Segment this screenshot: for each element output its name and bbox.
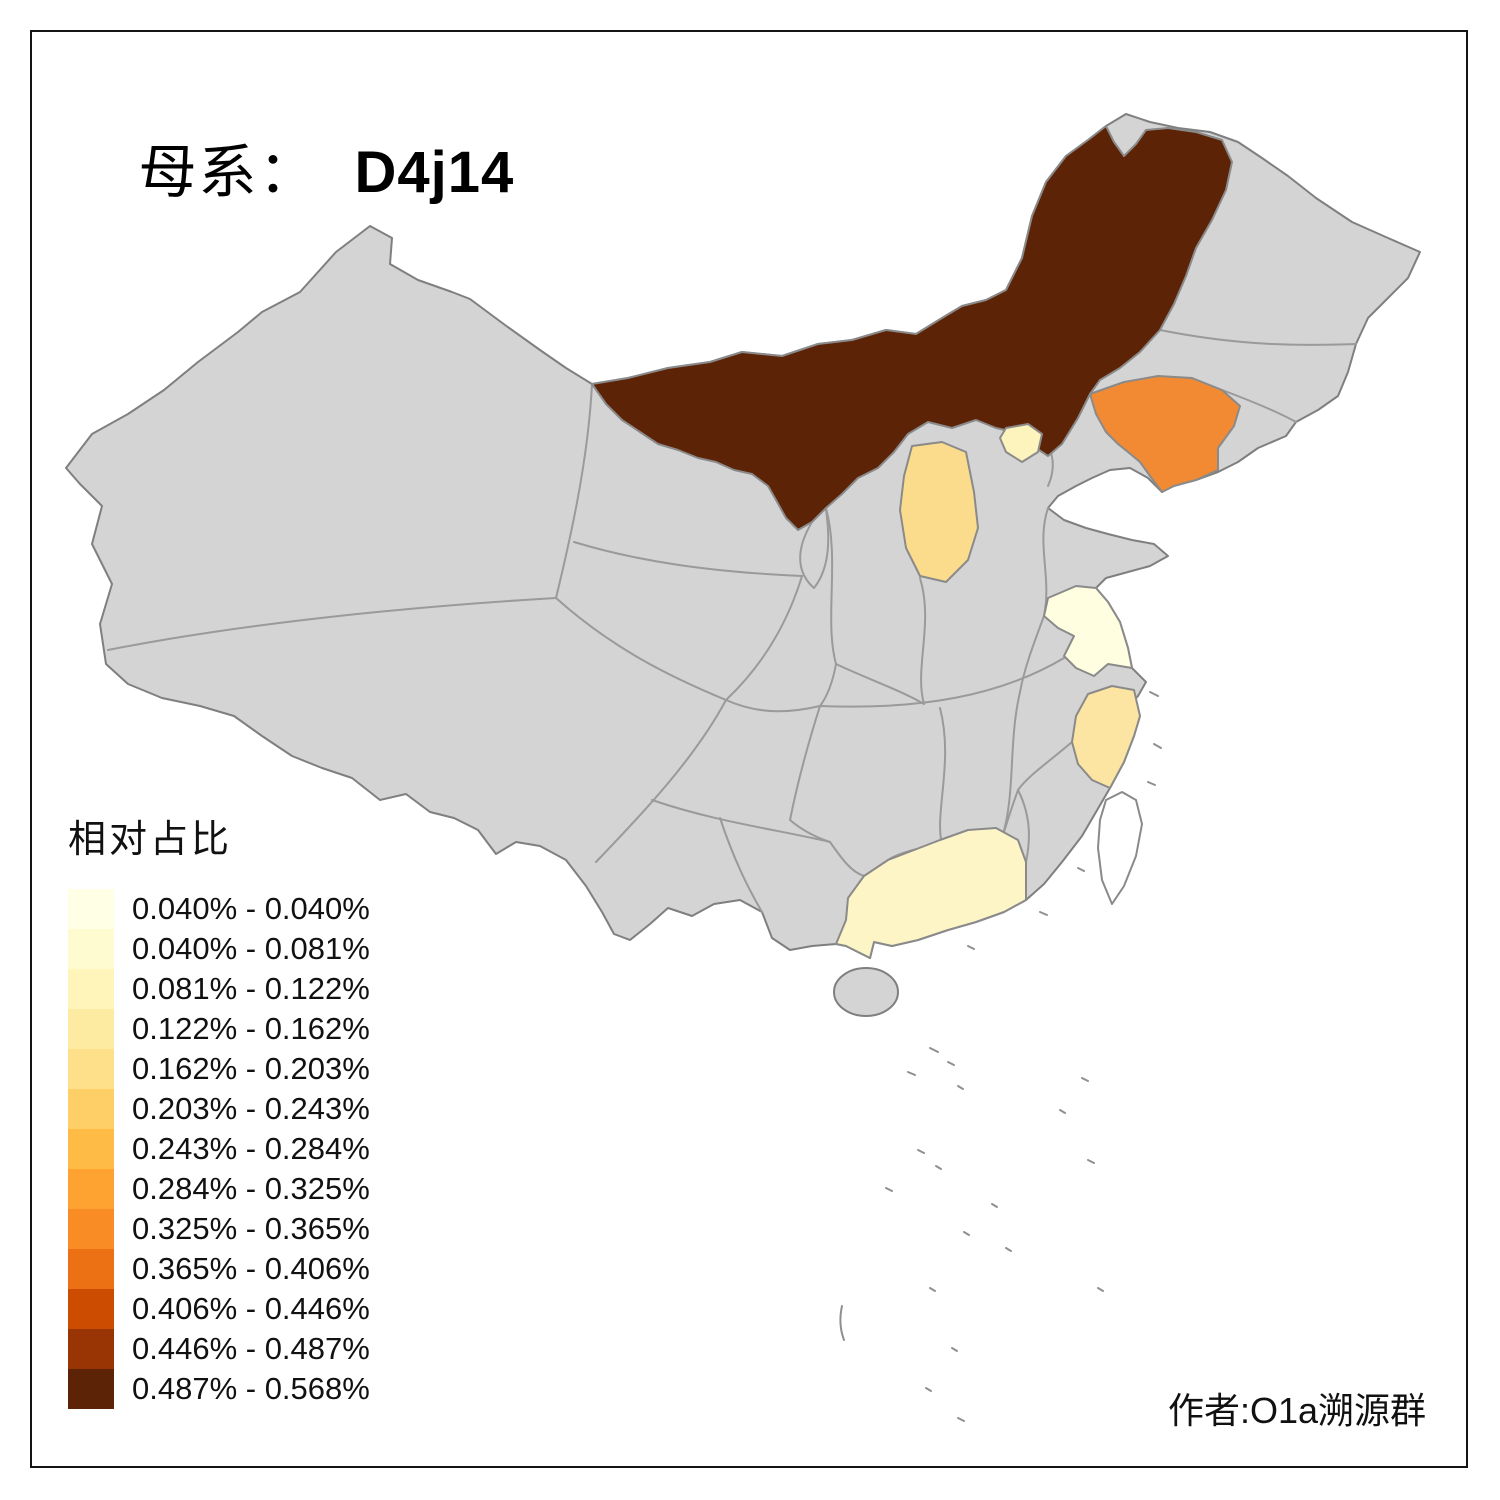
legend-item: 0.446% - 0.487% — [68, 1329, 370, 1369]
legend-item: 0.081% - 0.122% — [68, 969, 370, 1009]
legend-label: 0.325% - 0.365% — [132, 1211, 370, 1246]
taiwan-island — [1097, 791, 1143, 905]
legend-label: 0.487% - 0.568% — [132, 1371, 370, 1406]
plot-border-frame — [30, 30, 1468, 1468]
legend-title: 相对占比 — [68, 819, 233, 861]
legend-label: 0.406% - 0.446% — [132, 1291, 370, 1326]
province-guangdong — [835, 827, 1027, 959]
province-liaoning — [1089, 375, 1241, 493]
legend-swatch — [68, 929, 114, 969]
legend-swatch — [68, 1089, 114, 1129]
legend-label: 0.081% - 0.122% — [132, 971, 370, 1006]
haplogroup-name: D4j14 — [354, 140, 515, 205]
legend-label: 0.040% - 0.081% — [132, 931, 370, 966]
legend-item: 0.203% - 0.243% — [68, 1089, 370, 1129]
hainan-island — [833, 967, 899, 1017]
legend-label: 0.122% - 0.162% — [132, 1011, 370, 1046]
legend-swatch — [68, 889, 114, 929]
legend-item: 0.040% - 0.081% — [68, 929, 370, 969]
legend-items: 0.040% - 0.040% 0.040% - 0.081% 0.081% - 0… — [68, 889, 370, 1409]
legend-item: 0.040% - 0.040% — [68, 889, 370, 929]
legend-swatch — [68, 1329, 114, 1369]
legend-swatch — [68, 1129, 114, 1169]
legend-item: 0.243% - 0.284% — [68, 1129, 370, 1169]
legend-swatch — [68, 1249, 114, 1289]
legend-item: 0.284% - 0.325% — [68, 1169, 370, 1209]
author-credit: 作者:O1a溯源群 — [1167, 1390, 1426, 1431]
legend-item: 0.325% - 0.365% — [68, 1209, 370, 1249]
legend-item: 0.406% - 0.446% — [68, 1289, 370, 1329]
legend-label: 0.365% - 0.406% — [132, 1251, 370, 1286]
legend-label: 0.203% - 0.243% — [132, 1091, 370, 1126]
legend-swatch — [68, 1169, 114, 1209]
legend-swatch — [68, 1049, 114, 1089]
legend-swatch — [68, 1289, 114, 1329]
legend-item: 0.122% - 0.162% — [68, 1009, 370, 1049]
legend-item: 0.487% - 0.568% — [68, 1369, 370, 1409]
south-china-sea-islands — [839, 691, 1162, 1422]
legend-swatch — [68, 1209, 114, 1249]
province-beijing — [999, 423, 1043, 463]
province-jiangsu — [1043, 585, 1133, 677]
legend-label: 0.284% - 0.325% — [132, 1171, 370, 1206]
map-title: 母系： D4j14 — [66, 58, 514, 276]
legend: 相对占比 0.040% - 0.040% 0.040% - 0.081% 0.081… — [68, 808, 370, 1409]
legend-swatch — [68, 1369, 114, 1409]
province-shanxi — [899, 441, 979, 583]
legend-label: 0.243% - 0.284% — [132, 1131, 370, 1166]
legend-item: 0.162% - 0.203% — [68, 1049, 370, 1089]
legend-label: 0.040% - 0.040% — [132, 891, 370, 926]
legend-swatch — [68, 1009, 114, 1049]
legend-label: 0.162% - 0.203% — [132, 1051, 370, 1086]
province-zhejiang — [1071, 685, 1141, 789]
legend-item: 0.365% - 0.406% — [68, 1249, 370, 1289]
lineage-label: 母系： — [138, 140, 319, 205]
legend-swatch — [68, 969, 114, 1009]
legend-label: 0.446% - 0.487% — [132, 1331, 370, 1366]
province-inner-mongolia — [591, 125, 1233, 531]
